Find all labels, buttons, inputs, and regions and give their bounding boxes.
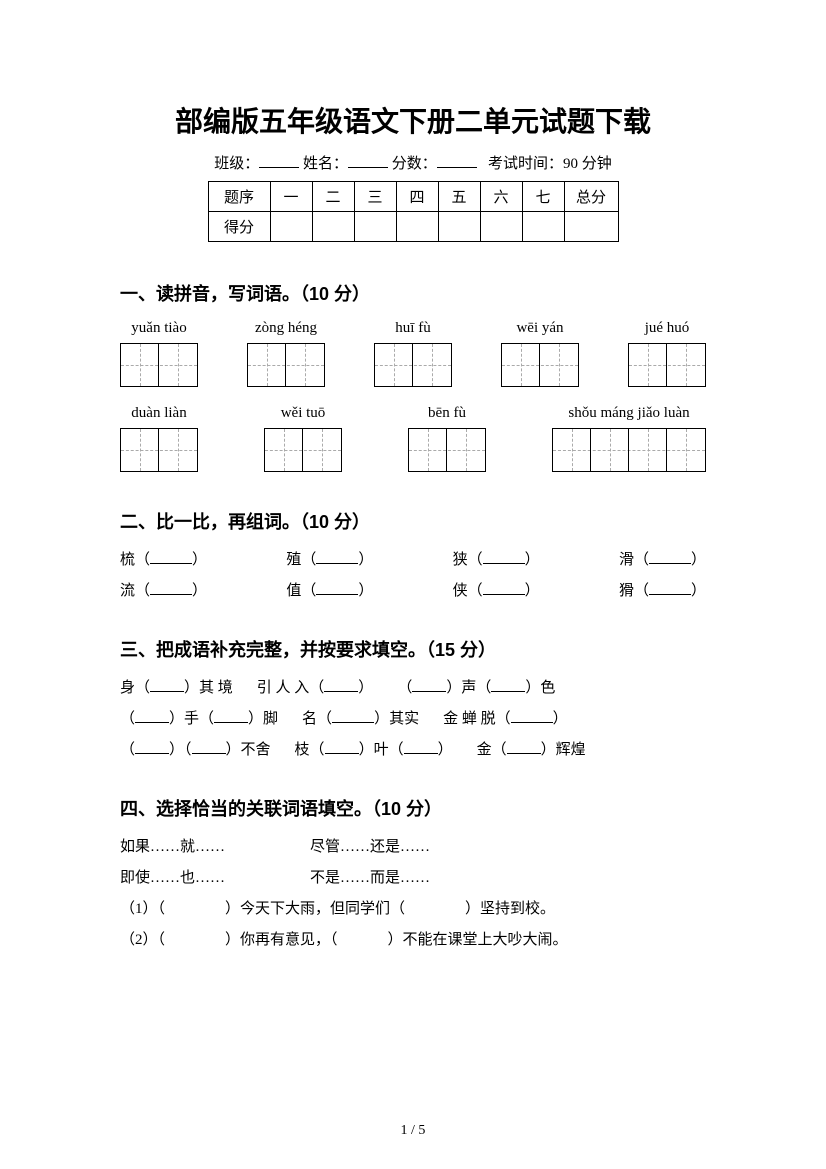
- score-label: 分数：: [392, 156, 437, 172]
- score-cell: [396, 212, 438, 242]
- char-grid: [120, 343, 198, 387]
- name-label: 姓名：: [303, 156, 348, 172]
- col-1: 一: [270, 182, 312, 212]
- idiom-row: （）（）不舍 枝（）叶（） 金（）辉煌: [120, 738, 706, 759]
- char-grid: [552, 428, 706, 472]
- name-blank: [348, 154, 388, 168]
- char-grid: [247, 343, 325, 387]
- conj-pair: 如果……就…… 尽管……还是……: [120, 835, 706, 856]
- section-2: 二、比一比，再组词。（10 分） 梳（） 殖（） 狭（） 滑（） 流（） 值（）…: [120, 508, 706, 600]
- col-4: 四: [396, 182, 438, 212]
- col-6: 六: [480, 182, 522, 212]
- char: 值: [286, 583, 301, 599]
- sentence: （1）（）今天下大雨，但同学们（）坚持到校。: [120, 897, 706, 918]
- pinyin-label: duàn liàn: [120, 405, 198, 422]
- pinyin-label: shǒu máng jiǎo luàn: [552, 405, 706, 422]
- pinyin-item: wěi tuō: [264, 405, 342, 472]
- char: 殖: [286, 552, 301, 568]
- section-4-heading: 四、选择恰当的关联词语填空。（10 分）: [120, 795, 706, 821]
- section-2-heading: 二、比一比，再组词。（10 分）: [120, 508, 706, 534]
- section-1-heading: 一、读拼音，写词语。（10 分）: [120, 280, 706, 306]
- char: 滑: [619, 552, 634, 568]
- char: 梳: [120, 552, 135, 568]
- compare-row: 流（） 值（） 侠（） 猾（）: [120, 579, 706, 600]
- col-5: 五: [438, 182, 480, 212]
- exam-time: 考试时间：90 分钟: [488, 156, 612, 172]
- char-grid: [374, 343, 452, 387]
- section-4: 四、选择恰当的关联词语填空。（10 分） 如果……就…… 尽管……还是…… 即使…: [120, 795, 706, 949]
- pinyin-label: wěi tuō: [264, 405, 342, 422]
- score-cell: [522, 212, 564, 242]
- score-cell: [438, 212, 480, 242]
- pinyin-item: wēi yán: [501, 320, 579, 387]
- char: 猾: [619, 583, 634, 599]
- char-grid: [501, 343, 579, 387]
- col-total: 总分: [564, 182, 618, 212]
- pinyin-item: shǒu máng jiǎo luàn: [552, 405, 706, 472]
- char: 流: [120, 583, 135, 599]
- section-3: 三、把成语补充完整，并按要求填空。（15 分） 身（）其 境 引 人 入（） （…: [120, 636, 706, 759]
- char-grid: [264, 428, 342, 472]
- score-cell: [312, 212, 354, 242]
- pinyin-label: yuǎn tiào: [120, 320, 198, 337]
- score-cell: [354, 212, 396, 242]
- char-grid: [628, 343, 706, 387]
- pinyin-label: huī fù: [374, 320, 452, 337]
- sentence: （2）（）你再有意见，（）不能在课堂上大吵大闹。: [120, 928, 706, 949]
- pinyin-item: bēn fù: [408, 405, 486, 472]
- score-blank: [437, 154, 477, 168]
- pinyin-row-1: yuǎn tiào zòng héng huī fù wēi yán jué h…: [120, 320, 706, 387]
- col-7: 七: [522, 182, 564, 212]
- score-cell: [564, 212, 618, 242]
- pinyin-label: wēi yán: [501, 320, 579, 337]
- char: 侠: [453, 583, 468, 599]
- char: 狭: [453, 552, 468, 568]
- pinyin-item: zòng héng: [247, 320, 325, 387]
- page-number: 1 / 5: [0, 1123, 826, 1139]
- section-1: 一、读拼音，写词语。（10 分） yuǎn tiào zòng héng huī…: [120, 280, 706, 472]
- pinyin-label: jué huó: [628, 320, 706, 337]
- pinyin-item: yuǎn tiào: [120, 320, 198, 387]
- pinyin-item: duàn liàn: [120, 405, 198, 472]
- conj-pair: 即使……也…… 不是……而是……: [120, 866, 706, 887]
- class-label: 班级：: [214, 156, 259, 172]
- score-table: 题序 一 二 三 四 五 六 七 总分 得分: [208, 181, 619, 242]
- page-title: 部编版五年级语文下册二单元试题下载: [120, 100, 706, 140]
- pinyin-item: huī fù: [374, 320, 452, 387]
- compare-row: 梳（） 殖（） 狭（） 滑（）: [120, 548, 706, 569]
- section-3-heading: 三、把成语补充完整，并按要求填空。（15 分）: [120, 636, 706, 662]
- row-header-2: 得分: [208, 212, 270, 242]
- pinyin-item: jué huó: [628, 320, 706, 387]
- score-cell: [270, 212, 312, 242]
- col-3: 三: [354, 182, 396, 212]
- idiom-row: （）手（）脚 名（）其实 金 蝉 脱（）: [120, 707, 706, 728]
- pinyin-label: bēn fù: [408, 405, 486, 422]
- col-2: 二: [312, 182, 354, 212]
- row-header-1: 题序: [208, 182, 270, 212]
- pinyin-row-2: duàn liàn wěi tuō bēn fù shǒu máng jiǎo …: [120, 405, 706, 472]
- score-cell: [480, 212, 522, 242]
- char-grid: [408, 428, 486, 472]
- idiom-row: 身（）其 境 引 人 入（） （）声（）色: [120, 676, 706, 697]
- meta-line: 班级： 姓名： 分数： 考试时间：90 分钟: [120, 152, 706, 173]
- pinyin-label: zòng héng: [247, 320, 325, 337]
- class-blank: [259, 154, 299, 168]
- char-grid: [120, 428, 198, 472]
